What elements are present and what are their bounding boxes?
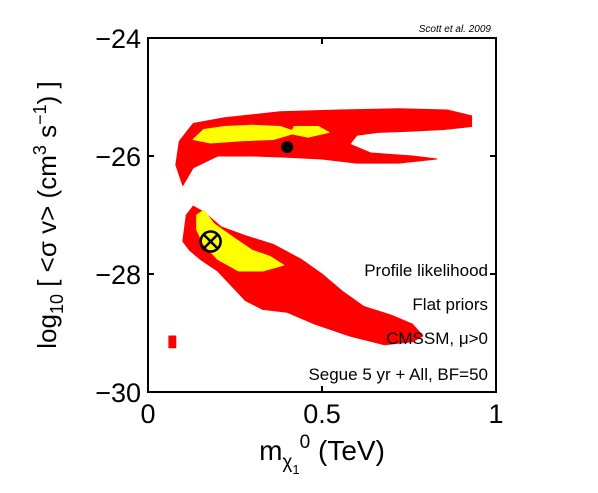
y-axis-label-sup2: −1 [30, 104, 50, 125]
x-axis-label-unit: (TeV) [310, 435, 385, 466]
x-tick-label: 0 [140, 399, 155, 429]
credit-label: Scott et al. 2009 [419, 24, 492, 35]
x-tick-label: 1 [488, 399, 503, 429]
region-yellow-upper-small [290, 126, 330, 138]
x-axis-label-main: m [259, 435, 282, 466]
otimes-marker [199, 230, 222, 253]
x-axis-label-sup: 0 [300, 432, 311, 453]
annotation: Profile likelihood [364, 261, 488, 280]
region-yellow-upper [192, 124, 299, 144]
region-red-upper [175, 108, 473, 186]
x-axis-label-sub: χ [282, 452, 292, 473]
region-red-lower [182, 205, 424, 346]
y-axis-label-mid: [ <σ v> (cm [32, 155, 62, 294]
x-axis-label-subsub: 1 [292, 462, 299, 477]
credible-regions [168, 108, 473, 349]
region-red-speck [168, 335, 177, 349]
x-tick-label: 0.5 [303, 399, 341, 429]
annotation: Segue 5 yr + All, BF=50 [308, 365, 488, 384]
y-axis-label-pre: log [32, 314, 62, 349]
best-fit-dot-marker [281, 141, 294, 154]
y-axis-label-sub: 10 [47, 294, 67, 314]
y-axis-label-sup1: 3 [30, 145, 50, 155]
y-axis-label-mid2: s [32, 125, 62, 145]
markers [199, 141, 294, 253]
tick-marks [147, 37, 497, 393]
region-yellow-lower [196, 209, 285, 272]
y-tick-label: −28 [95, 260, 141, 290]
x-axis-label: mχ10 (TeV) [259, 432, 385, 477]
y-axis-label-post: ) ] [32, 81, 62, 104]
y-tick-label: −24 [95, 24, 141, 54]
y-tick-label: −26 [95, 142, 141, 172]
annotation: CMSSM, μ>0 [386, 329, 488, 348]
y-tick-label: −30 [95, 378, 141, 408]
y-axis-label: log10 [ <σ v> (cm3 s−1) ] [30, 81, 67, 348]
annotation: Flat priors [412, 295, 488, 314]
